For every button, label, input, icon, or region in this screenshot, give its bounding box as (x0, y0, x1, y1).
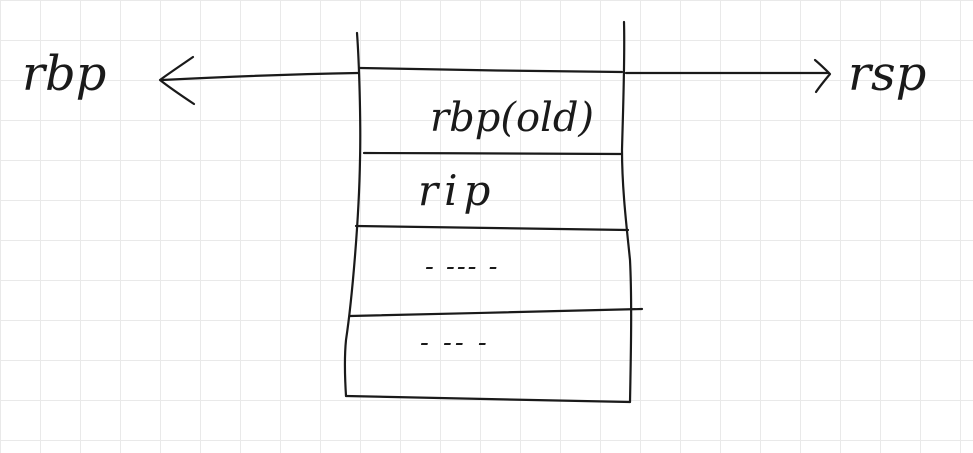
rbp-arrow-shaft (160, 71, 360, 82)
stack-divider-2 (354, 224, 630, 232)
rsp-arrow-head (813, 58, 832, 94)
stack-divider-1 (362, 151, 624, 156)
stack-divider-top (358, 66, 624, 74)
stack-divider-3 (348, 307, 644, 318)
stack-left-wall (343, 31, 362, 398)
rbp-arrow-head (158, 55, 196, 106)
stack-cell-rbp-old: rbp(old) (430, 95, 595, 141)
stack-bottom-line (344, 394, 632, 404)
stack-cell-rip: rip (418, 166, 497, 215)
stack-cell-placeholder-1: - --- - (425, 252, 500, 282)
stack-cell-placeholder-2: - -- - (420, 328, 490, 358)
stack-right-wall (620, 20, 633, 404)
rbp-label: rbp (22, 46, 107, 102)
rsp-label: rsp (848, 46, 927, 102)
